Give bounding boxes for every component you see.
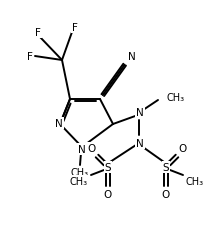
Text: N: N [136, 108, 144, 117]
Text: O: O [104, 189, 112, 199]
Text: N: N [128, 52, 136, 62]
Text: O: O [179, 143, 187, 153]
Text: S: S [105, 162, 111, 172]
Text: O: O [87, 143, 95, 153]
Text: F: F [35, 28, 41, 38]
Text: S: S [163, 162, 169, 172]
Text: N: N [78, 144, 86, 154]
Text: F: F [27, 52, 33, 62]
Text: CH₃: CH₃ [71, 167, 89, 177]
Text: CH₃: CH₃ [167, 93, 185, 103]
Text: O: O [162, 189, 170, 199]
Text: F: F [72, 23, 78, 33]
Text: N: N [55, 118, 63, 129]
Text: N: N [136, 138, 144, 148]
Text: CH₃: CH₃ [186, 176, 204, 186]
Text: CH₃: CH₃ [70, 176, 88, 186]
